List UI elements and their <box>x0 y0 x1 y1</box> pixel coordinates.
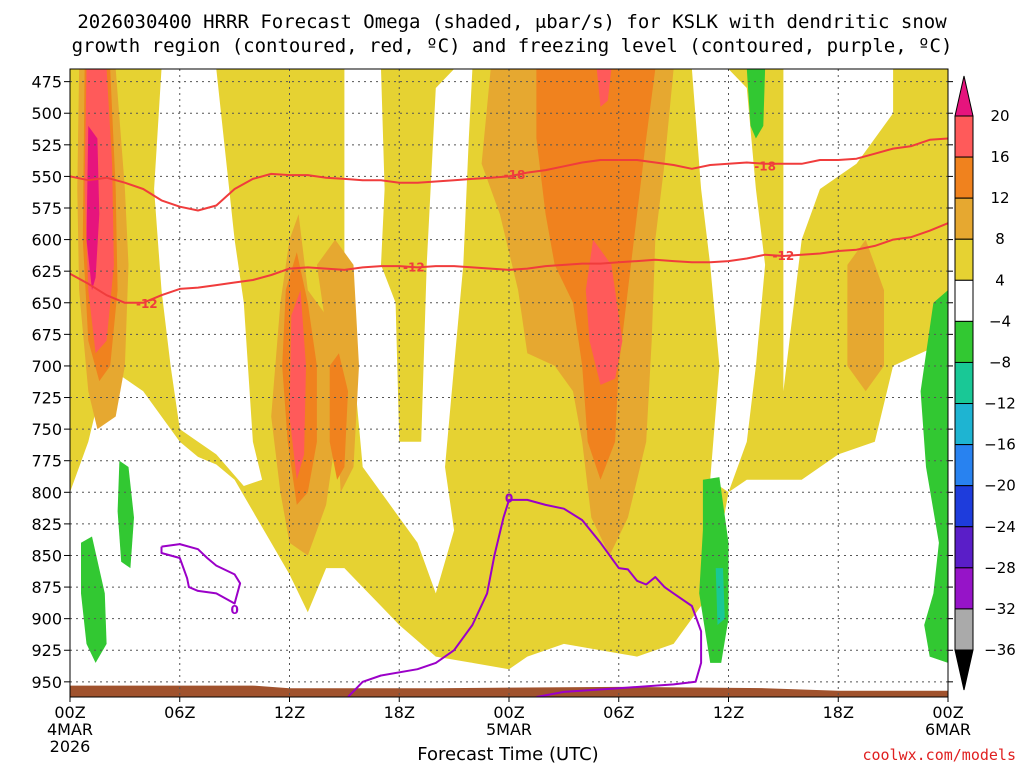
omega-darkorange-mid2 <box>329 353 348 480</box>
y-tick-label: 825 <box>31 515 62 534</box>
omega-white-gap-1 <box>154 69 263 486</box>
colorbar-swatch <box>954 403 974 446</box>
x-tick-date: 6MAR <box>925 720 971 739</box>
colorbar-tick-label: 20 <box>990 107 1009 125</box>
credit-text: coolwx.com/models <box>862 746 1016 764</box>
y-tick-label: 550 <box>31 167 62 186</box>
dgz-minus18-label: -18 <box>504 168 526 182</box>
colorbar-tick-label: −32 <box>984 600 1016 618</box>
dgz-minus12-line <box>70 222 948 304</box>
colorbar-tick-label: −16 <box>984 436 1016 454</box>
x-tick-label: 12Z <box>713 703 744 722</box>
colorbar-swatch <box>954 279 974 322</box>
colorbar-swatch <box>954 526 974 569</box>
y-tick-label: 675 <box>31 325 62 344</box>
omega-teal-1 <box>715 568 725 625</box>
y-tick-label: 850 <box>31 546 62 565</box>
colorbar-swatch <box>954 115 974 158</box>
x-tick-label: 12Z <box>274 703 305 722</box>
y-tick-label: 725 <box>31 389 62 408</box>
colorbar-tick-label: −28 <box>984 559 1016 577</box>
colorbar-tick-label: −4 <box>989 312 1011 330</box>
omega-red-center <box>585 239 623 385</box>
x-tick-label: 18Z <box>384 703 415 722</box>
y-tick-label: 875 <box>31 578 62 597</box>
colorbar-tick-label: −24 <box>984 518 1016 536</box>
dgz-minus18-label: -18 <box>754 159 776 173</box>
colorbar-swatch <box>954 485 974 528</box>
dgz-minus12-label: -12 <box>773 249 795 263</box>
colorbar-tick-label: −36 <box>984 641 1016 659</box>
x-tick-label: 06Z <box>603 703 634 722</box>
freezing-level-0-small-line <box>160 543 242 605</box>
omega-magenta-left <box>86 125 100 291</box>
dgz-minus18-line <box>70 137 948 212</box>
x-axis-label: Forecast Time (UTC) <box>417 744 599 765</box>
omega-white-gap-2 <box>344 69 473 594</box>
omega-green-2 <box>81 536 107 663</box>
colorbar-tick-label: −8 <box>989 353 1011 371</box>
colorbar-swatch <box>954 361 974 405</box>
colorbar-swatch <box>954 444 974 487</box>
colorbar-swatch <box>954 197 974 240</box>
y-tick-label: 925 <box>31 641 62 660</box>
x-tick-label: 00Z <box>493 703 524 722</box>
y-tick-label: 950 <box>31 673 62 692</box>
colorbar-tick-label: 4 <box>995 271 1005 289</box>
x-tick-date: 5MAR <box>486 720 532 739</box>
y-tick-label: 475 <box>31 73 62 92</box>
y-tick-label: 500 <box>31 104 62 123</box>
y-tick-label: 525 <box>31 136 62 155</box>
x-tick-label: 00Z <box>54 703 85 722</box>
colorbar-tick-label: 12 <box>990 189 1009 207</box>
omega-orange-right <box>847 239 884 392</box>
colorbar-tick-label: 16 <box>990 148 1009 166</box>
colorbar-swatch <box>954 567 974 610</box>
omega-red-mid <box>289 290 306 480</box>
x-tick-label: 00Z <box>932 703 963 722</box>
colorbar-tick-label: −12 <box>984 395 1016 413</box>
colorbar-bottom-arrow <box>954 649 974 691</box>
colorbar-tick-label: 8 <box>995 230 1005 248</box>
y-tick-label: 575 <box>31 199 62 218</box>
contours: -18 -18 -12 -12 -12 0 0 <box>70 137 948 697</box>
omega-white-gap-4 <box>783 69 894 392</box>
colorbar-swatch <box>954 320 974 363</box>
x-tick-date: 4MAR <box>47 720 93 739</box>
y-axis: 475 500 525 550 575 600 625 650 675 700 725 750 775 8… <box>31 73 953 692</box>
y-tick-label: 650 <box>31 294 62 313</box>
colorbar-swatch <box>954 608 974 651</box>
colorbar-top-arrow <box>954 75 974 117</box>
freezing-level-0-small-label: 0 <box>230 603 238 617</box>
x-tick-year: 2026 <box>50 737 91 756</box>
omega-green-4 <box>746 69 766 139</box>
freezing-level-0-label: 0 <box>505 492 513 506</box>
y-tick-label: 600 <box>31 231 62 250</box>
colorbar-tick-label: −20 <box>984 477 1016 495</box>
colorbar-swatch <box>954 156 974 199</box>
omega-green-1 <box>117 460 134 569</box>
y-tick-label: 750 <box>31 420 62 439</box>
y-tick-label: 775 <box>31 452 62 471</box>
dgz-minus12-label: -12 <box>136 297 158 311</box>
chart-title-line1: 2026030400 HRRR Forecast Omega (shaded, … <box>77 11 947 33</box>
x-tick-label: 06Z <box>164 703 195 722</box>
colorbar-swatch <box>954 238 974 281</box>
colorbar: 20 16 12 8 4 −4 −8 −12 −16 −20 −24 −28 −32 −36 <box>954 75 1016 691</box>
y-tick-label: 625 <box>31 262 62 281</box>
omega-red-top <box>596 69 612 107</box>
y-tick-label: 900 <box>31 610 62 629</box>
freezing-level-0-line <box>347 498 703 697</box>
omega-green-5 <box>920 290 948 663</box>
y-tick-label: 700 <box>31 357 62 376</box>
x-tick-label: 18Z <box>823 703 854 722</box>
dgz-minus12-label: -12 <box>403 260 425 274</box>
chart-title-line2: growth region (contoured, red, ºC) and f… <box>71 35 953 57</box>
y-tick-label: 800 <box>31 483 62 502</box>
